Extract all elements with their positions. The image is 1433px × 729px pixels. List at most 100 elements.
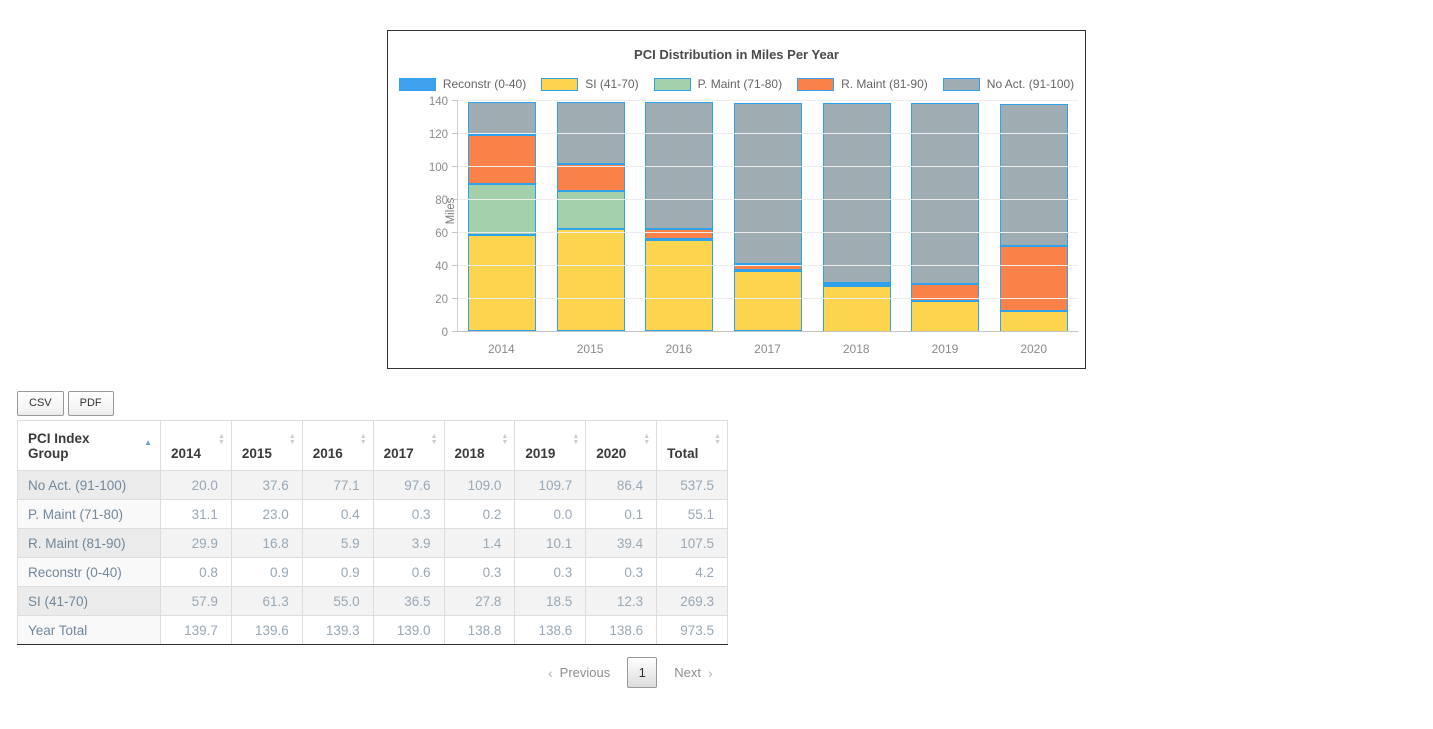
bar-2020 xyxy=(999,101,1068,332)
value-cell: 0.1 xyxy=(585,499,658,529)
gridline xyxy=(458,100,1078,101)
y-tick-mark xyxy=(452,133,458,134)
legend-swatch-icon xyxy=(541,77,579,91)
bar-segment xyxy=(822,282,891,286)
csv-button[interactable]: CSV xyxy=(17,391,64,416)
value-cell: 139.0 xyxy=(372,615,445,645)
legend-label: No Act. (91-100) xyxy=(986,77,1075,91)
value-cell: 109.0 xyxy=(443,470,516,500)
value-cell: 5.9 xyxy=(301,528,374,558)
column-header-2014[interactable]: 2014 ▲ ▼ xyxy=(160,420,232,471)
sort-both-icon: ▲ ▼ xyxy=(288,433,296,446)
value-cell: 37.6 xyxy=(230,470,303,500)
y-tick-mark xyxy=(452,199,458,200)
value-cell: 55.0 xyxy=(301,586,374,616)
legend-item[interactable]: Reconstr (0-40) xyxy=(398,77,526,91)
bar-segment xyxy=(911,103,980,285)
value-cell: 77.1 xyxy=(301,470,374,500)
bar-cell xyxy=(547,101,636,332)
row-label-cell: SI (41-70) xyxy=(17,586,161,616)
gridline xyxy=(458,133,1078,134)
bar-segment xyxy=(556,101,625,164)
table-row: No Act. (91-100) 20.0 37.6 77.1 97.6 109.0 109… xyxy=(17,470,728,500)
y-tick-label: 80 xyxy=(435,195,448,207)
value-cell: 0.9 xyxy=(301,557,374,587)
y-tick-mark xyxy=(452,331,458,332)
legend-swatch-icon xyxy=(398,77,436,91)
bar-segment xyxy=(645,102,714,230)
value-cell: 138.6 xyxy=(585,615,658,645)
value-cell: 61.3 xyxy=(230,586,303,616)
table-row: Year Total 139.7 139.6 139.3 139.0 138.8 138.6… xyxy=(17,615,728,645)
value-cell: 0.2 xyxy=(443,499,516,529)
bar-segment xyxy=(999,246,1068,312)
sort-both-icon: ▲ ▼ xyxy=(217,433,225,446)
table-body: No Act. (91-100) 20.0 37.6 77.1 97.6 109.0 109… xyxy=(17,470,728,645)
previous-chevron-icon: ‹ xyxy=(548,664,553,681)
value-cell: 109.7 xyxy=(514,470,587,500)
next-chevron-icon: › xyxy=(707,664,713,681)
pdf-button[interactable]: PDF xyxy=(67,391,114,416)
bar-2017 xyxy=(734,101,803,332)
column-header-total[interactable]: Total ▲ ▼ xyxy=(656,420,728,471)
value-cell: 3.9 xyxy=(372,528,445,558)
column-header-2019[interactable]: 2019 ▲ ▼ xyxy=(514,420,587,471)
value-cell: 36.5 xyxy=(372,586,445,616)
sort-both-icon: ▲ ▼ xyxy=(714,433,721,446)
previous-button[interactable]: ‹ Previous xyxy=(548,665,610,681)
chart-title: PCI Distribution in Miles Per Year xyxy=(634,47,839,62)
gridline xyxy=(458,331,1078,332)
x-tick-label: 2018 xyxy=(842,342,870,356)
legend-item[interactable]: P. Maint (71-80) xyxy=(653,77,782,91)
column-header-2018[interactable]: 2018 ▲ ▼ xyxy=(443,420,516,471)
x-tick-label: 2017 xyxy=(754,342,781,356)
column-header-group[interactable]: PCI Index Group ▲ xyxy=(17,420,161,471)
bar-segment xyxy=(822,103,891,283)
column-header-2015[interactable]: 2015 ▲ ▼ xyxy=(230,420,303,471)
column-header-2016[interactable]: 2016 ▲ ▼ xyxy=(301,420,374,471)
value-cell: 18.5 xyxy=(514,586,587,616)
value-cell: 97.6 xyxy=(372,470,445,500)
export-toolbar: CSV PDF xyxy=(17,391,114,416)
y-tick-mark xyxy=(452,100,458,101)
legend-item[interactable]: R. Maint (81-90) xyxy=(797,77,928,91)
column-header-2020[interactable]: 2020 ▲ ▼ xyxy=(585,420,658,471)
value-cell: 0.8 xyxy=(160,557,232,587)
bar-segment xyxy=(822,285,891,332)
y-tick-label: 20 xyxy=(435,294,448,306)
pci-table: PCI Index Group ▲ 2014 ▲ ▼ 2015 ▲ ▼ 2016 ▲ ▼ 2017 ▲ ▼… xyxy=(17,420,728,645)
next-button[interactable]: Next › xyxy=(674,665,712,681)
value-cell: 23.0 xyxy=(230,499,303,529)
value-cell: 39.4 xyxy=(585,528,658,558)
x-tick-label: 2019 xyxy=(931,342,959,356)
value-cell: 86.4 xyxy=(585,470,658,500)
legend-label: SI (41-70) xyxy=(585,77,639,91)
bar-segment xyxy=(556,163,625,192)
sort-both-icon: ▲ ▼ xyxy=(359,433,367,446)
gridline xyxy=(458,265,1078,266)
bar-cell xyxy=(989,101,1078,332)
row-label-cell: P. Maint (71-80) xyxy=(17,499,161,529)
value-cell: 0.3 xyxy=(514,557,587,587)
bar-2016 xyxy=(645,101,714,332)
table-row: Reconstr (0-40) 0.8 0.9 0.9 0.6 0.3 0.3 0.3 4.2 xyxy=(17,557,728,587)
page-1-button[interactable]: 1 xyxy=(627,657,658,688)
column-header-2017[interactable]: 2017 ▲ ▼ xyxy=(372,420,445,471)
bar-segment xyxy=(911,284,980,301)
bar-cell xyxy=(724,101,813,332)
y-tick-mark xyxy=(452,232,458,233)
sort-ascending-icon: ▲ xyxy=(144,438,152,447)
gridline xyxy=(458,232,1078,233)
legend-item[interactable]: SI (41-70) xyxy=(541,77,639,91)
legend-item[interactable]: No Act. (91-100) xyxy=(942,77,1075,91)
gridline xyxy=(458,199,1078,200)
column-header-label: 2019 xyxy=(525,446,556,461)
column-header-label: 2016 xyxy=(312,446,343,461)
value-cell: 139.3 xyxy=(301,615,374,645)
bar-cell xyxy=(458,101,547,332)
y-tick-mark xyxy=(452,166,458,167)
sort-both-icon: ▲ ▼ xyxy=(643,433,651,446)
value-cell: 0.0 xyxy=(514,499,587,529)
value-cell: 20.0 xyxy=(160,470,232,500)
value-cell: 10.1 xyxy=(514,528,587,558)
